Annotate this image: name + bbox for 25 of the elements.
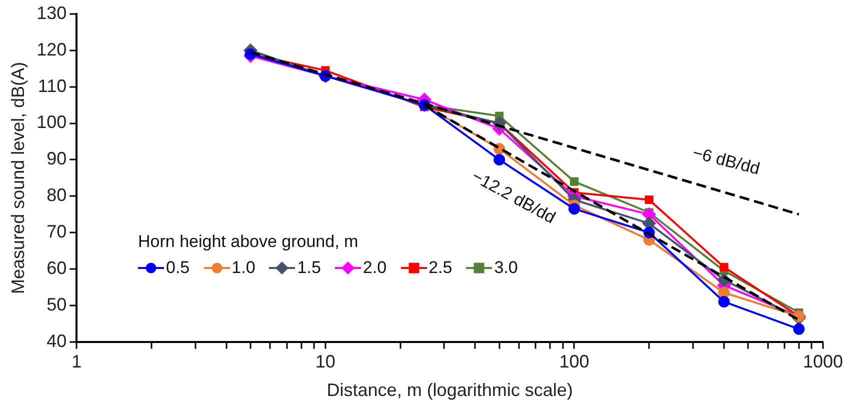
y-axis-title: Measured sound level, dB(A) — [8, 62, 28, 294]
legend-label: 3.0 — [494, 258, 518, 278]
x-tick-label: 100 — [559, 352, 590, 372]
annotation: −6 dB/dd — [690, 143, 762, 178]
y-tick-label: 110 — [38, 76, 67, 96]
legend-label: 1.5 — [297, 258, 321, 278]
y-tick-label: 80 — [46, 185, 67, 206]
annotation: −12.2 dB/dd — [468, 166, 559, 228]
x-tick-label: 1000 — [802, 352, 844, 372]
y-tick-label: 100 — [36, 112, 67, 132]
y-tick-label: 60 — [46, 258, 67, 278]
legend-label: 0.5 — [166, 258, 190, 278]
legend-label: 1.0 — [232, 258, 256, 278]
y-tick-label: 130 — [36, 2, 67, 23]
y-tick-label: 90 — [46, 148, 67, 169]
x-tick-label: 10 — [315, 352, 336, 372]
y-tick-label: 70 — [46, 222, 67, 242]
y-tick-label: 120 — [36, 39, 67, 60]
legend-label: 2.5 — [428, 258, 452, 278]
legend-title: Horn height above ground, m — [138, 232, 360, 252]
x-tick-label: 1 — [72, 352, 82, 372]
y-tick-label: 40 — [46, 330, 67, 351]
legend-label: 2.0 — [362, 258, 387, 278]
y-tick-label: 50 — [46, 294, 67, 314]
x-axis-title: Distance, m (logarithmic scale) — [326, 380, 573, 400]
